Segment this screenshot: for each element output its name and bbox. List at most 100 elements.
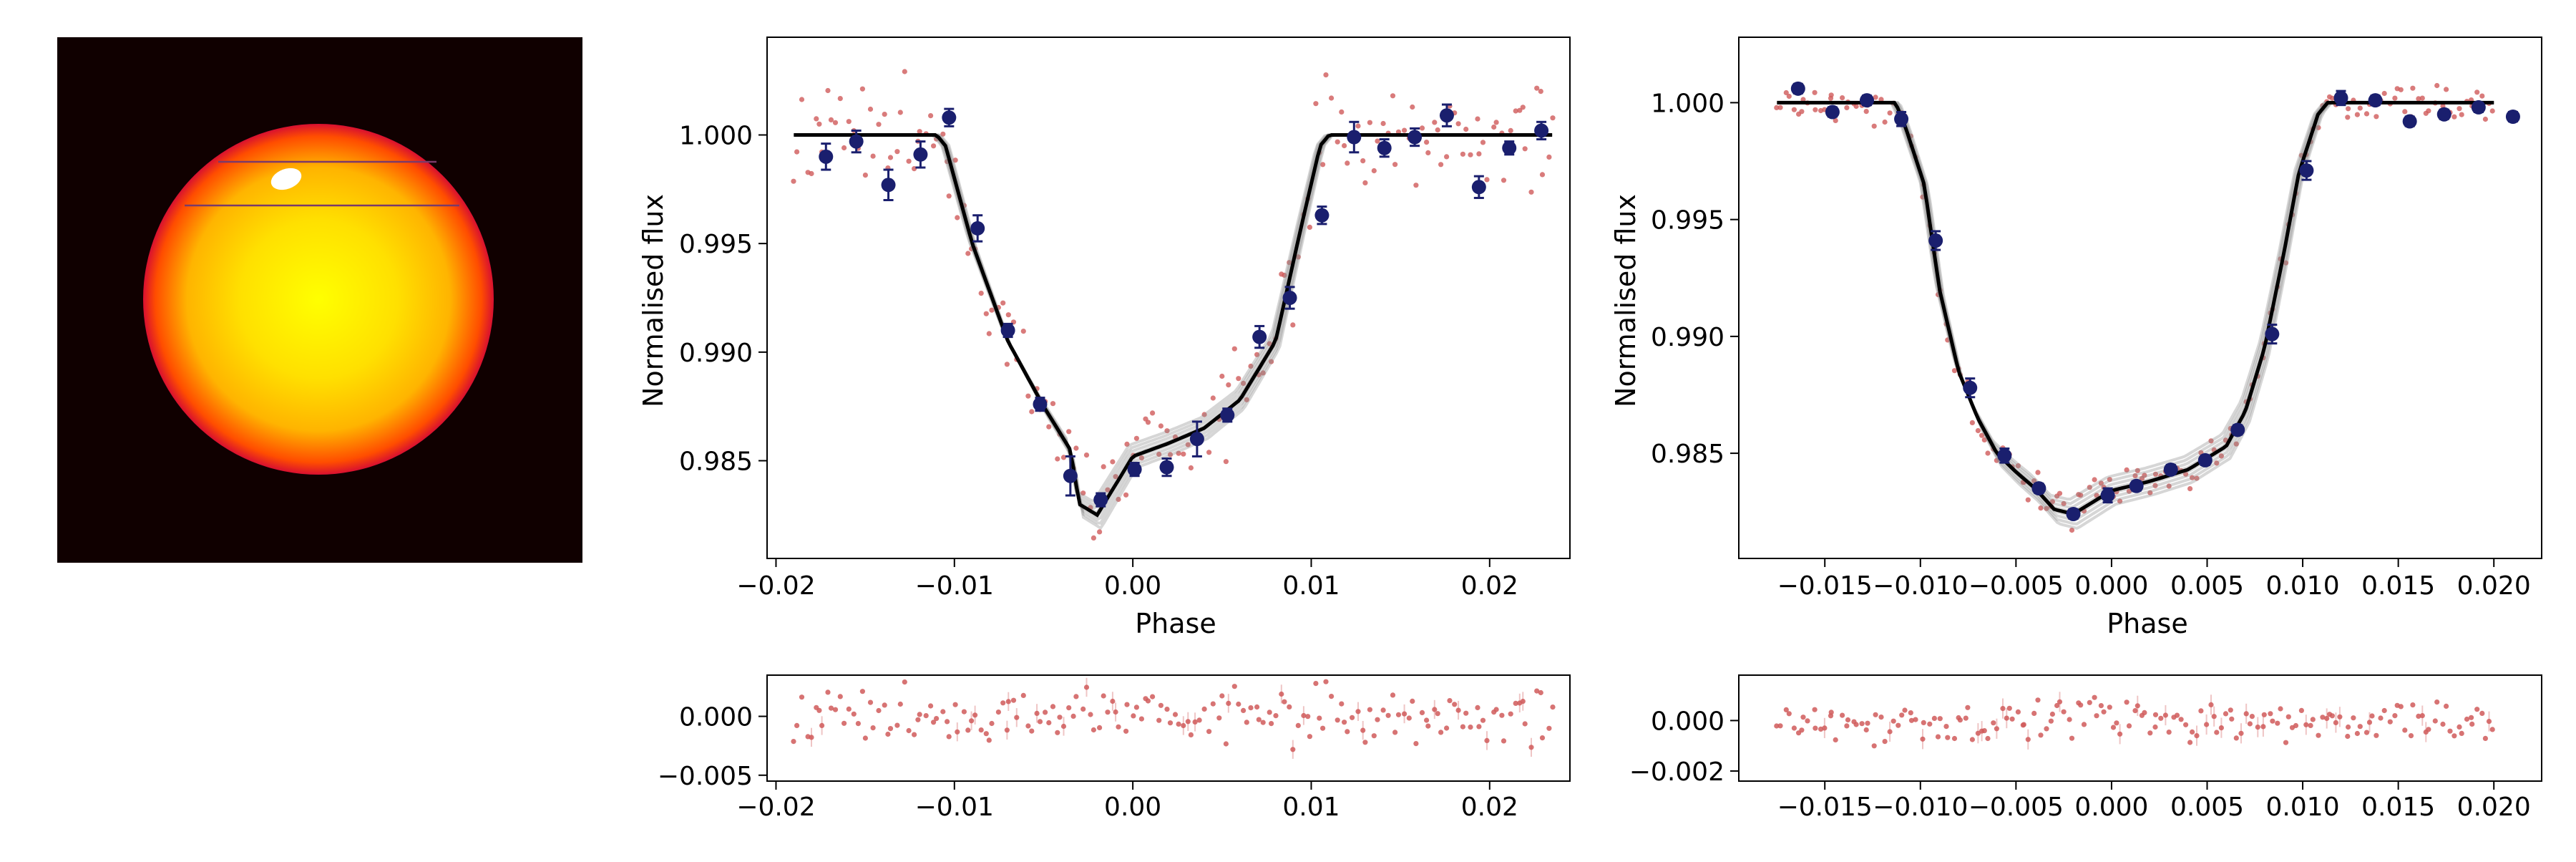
residual-point [1945, 735, 1951, 740]
x-tick-label: −0.005 [1968, 571, 2064, 601]
raw-data-point [1840, 95, 1845, 101]
residual-point [1083, 684, 1090, 690]
raw-data-point [2426, 108, 2431, 114]
raw-data-point [1231, 346, 1237, 352]
residual-point [2320, 715, 2326, 720]
raw-data-point [2345, 115, 2351, 120]
raw-data-point [1425, 150, 1431, 155]
residual-point [1822, 725, 1828, 731]
residual-point [2337, 714, 2343, 720]
residual-point [2048, 718, 2054, 724]
raw-data-point [2373, 114, 2379, 120]
residual-point [2000, 706, 2006, 712]
residual-point [1295, 722, 1301, 729]
raw-data-point [1210, 395, 1216, 401]
raw-data-point [1055, 456, 1060, 462]
residual-point [1342, 720, 1347, 725]
residual-point [819, 722, 825, 729]
raw-data-point [1138, 455, 1144, 461]
residual-x-tick-label: −0.01 [915, 793, 994, 822]
residual-y-tick-label: −0.005 [658, 762, 753, 791]
residual-point [1046, 720, 1052, 726]
light-curve-1-ylabel: Normalised flux [638, 194, 669, 407]
x-tick-label: 0.015 [2361, 571, 2435, 601]
raw-data-point [2416, 96, 2421, 102]
residual-point [1920, 736, 1926, 742]
raw-data-point [1438, 162, 1444, 168]
raw-data-point [1005, 312, 1011, 318]
residual-point [1010, 697, 1017, 703]
residual-point [791, 739, 796, 745]
raw-data-point [2057, 490, 2063, 496]
raw-data-point [1320, 162, 1326, 168]
raw-data-point [2166, 483, 2172, 489]
raw-data-point [1335, 139, 1340, 145]
x-tick-label: 0.02 [1461, 571, 1518, 601]
residual-point [1005, 699, 1011, 704]
residual-point [799, 694, 805, 700]
raw-data-point [2094, 493, 2099, 498]
residual-point [1073, 694, 1079, 699]
residual-point [2363, 730, 2370, 735]
residual-point [1799, 727, 1805, 733]
residual-point [995, 710, 1001, 715]
raw-data-point [2329, 95, 2335, 101]
residual-point [1871, 743, 1877, 749]
residual-point [986, 737, 992, 743]
residual-point [2067, 717, 2072, 722]
residual-point [2208, 702, 2214, 708]
residual-point [2223, 711, 2229, 717]
residual-point [2218, 725, 2224, 731]
residual-point [1438, 730, 1444, 735]
y-tick-label: 0.990 [1651, 323, 1724, 352]
raw-data-point [1508, 127, 1513, 133]
raw-data-point [859, 86, 865, 92]
raw-data-point [1833, 117, 1838, 123]
residual-point [1460, 724, 1465, 730]
residual-point [1131, 713, 1136, 719]
residual-point [867, 699, 874, 705]
raw-data-point [1133, 435, 1139, 441]
residual-point [2015, 709, 2021, 715]
raw-data-point [1329, 95, 1335, 101]
x-tick-label: 0.000 [2074, 571, 2148, 601]
raw-data-point [1979, 432, 1985, 438]
raw-data-point [1073, 445, 1079, 451]
raw-data-point [1812, 89, 1818, 95]
binned-data-point [2163, 462, 2178, 477]
raw-data-point [1432, 120, 1438, 125]
residual-point [894, 722, 900, 728]
raw-data-point [1362, 180, 1368, 185]
residual-point [2009, 716, 2015, 722]
raw-data-point [2363, 111, 2370, 117]
residual-point [2457, 724, 2462, 730]
residual-point [1037, 719, 1043, 725]
x-tick-label: 0.020 [2457, 571, 2531, 601]
raw-data-point [1355, 123, 1361, 129]
raw-data-point [2218, 453, 2224, 459]
binned-data-point [1502, 140, 1517, 155]
raw-data-point [1392, 162, 1398, 168]
residual-point [902, 679, 907, 685]
model-sample-line [794, 133, 1553, 510]
residual-point [2469, 715, 2474, 720]
raw-data-point [1424, 140, 1430, 145]
residual-point [1091, 727, 1096, 733]
model-line [794, 133, 1553, 518]
residual-point [923, 713, 929, 719]
residual-point [1371, 733, 1377, 739]
binned-data-point [2333, 90, 2348, 105]
binned-data-point [942, 110, 957, 125]
raw-data-point [2035, 470, 2041, 475]
binned-data-point [1000, 323, 1015, 338]
residual-point [2174, 712, 2180, 718]
residual-point [2303, 722, 2309, 727]
raw-data-point [1254, 352, 1260, 357]
residual-point [1066, 705, 1072, 711]
residual-point [2410, 702, 2416, 708]
y-tick-label: 1.000 [679, 122, 753, 151]
residual-point [851, 711, 857, 717]
residual-point [934, 716, 940, 722]
residual-point [961, 709, 967, 715]
light-curve-2-ylabel: Normalised flux [1610, 194, 1641, 407]
